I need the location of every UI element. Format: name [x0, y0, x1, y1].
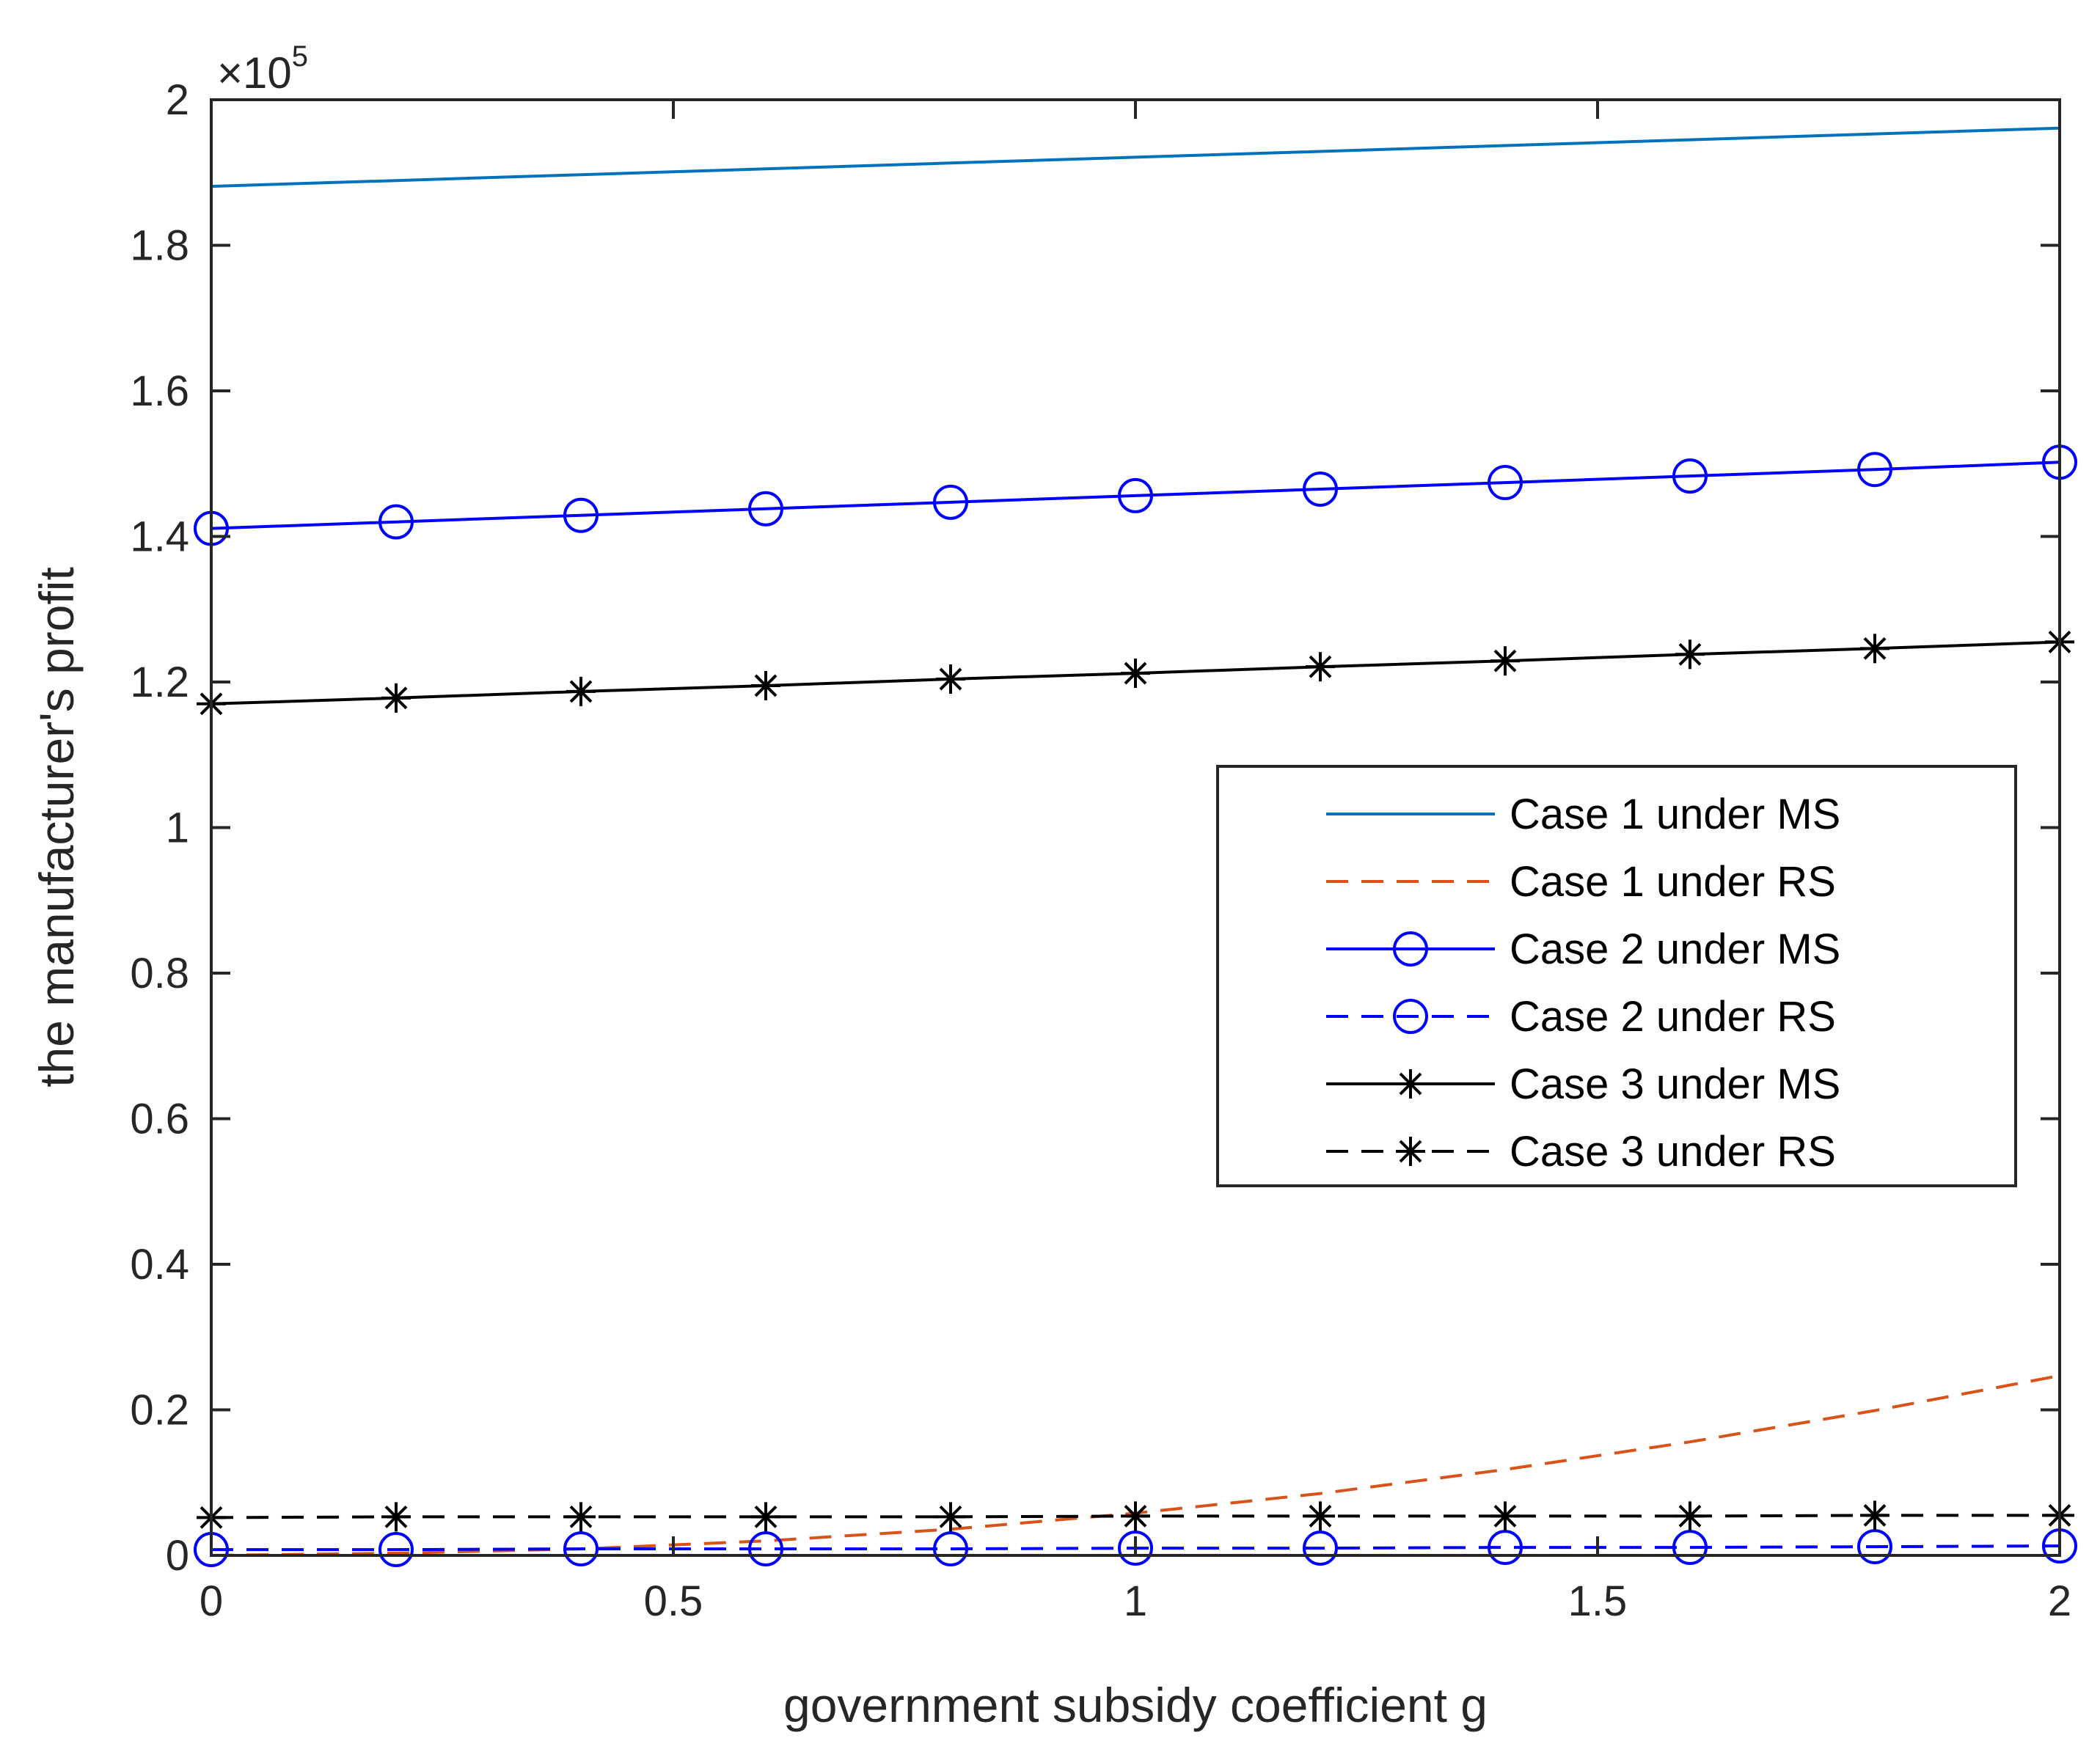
data-point — [1860, 1500, 1889, 1530]
legend-item: Case 3 under MS — [1326, 1060, 1840, 1108]
data-point — [381, 1502, 411, 1532]
x-tick-label: 2 — [2048, 1577, 2071, 1625]
y-tick-label: 1.8 — [130, 222, 189, 270]
data-point — [1488, 465, 1523, 501]
data-point — [1118, 1530, 1153, 1566]
data-point — [751, 1502, 780, 1532]
x-tick-label: 0 — [200, 1577, 223, 1625]
y-axis-multiplier: ×105 — [217, 40, 308, 98]
y-tick-label: 1.6 — [130, 367, 189, 415]
data-point — [748, 1531, 783, 1567]
data-point — [1490, 646, 1520, 676]
data-point — [563, 497, 599, 533]
data-point — [1490, 1501, 1520, 1531]
x-tick-label: 1.5 — [1568, 1577, 1628, 1625]
series-line — [211, 126, 2060, 188]
data-point — [1306, 652, 1335, 682]
series-6 — [197, 1500, 2074, 1533]
y-tick-label: 1.2 — [130, 659, 189, 706]
legend-marker — [1393, 999, 1428, 1034]
series-line — [211, 461, 2060, 530]
legend-item: Case 1 under MS — [1326, 791, 1840, 838]
legend-label: Case 2 under RS — [1510, 993, 1836, 1041]
data-point — [933, 1531, 968, 1567]
data-point — [378, 504, 414, 540]
y-axis-label: the manufacturer's profit — [29, 567, 84, 1088]
y-tick-label: 0.4 — [130, 1241, 189, 1288]
y-multiplier-base: ×10 — [217, 48, 292, 98]
data-point — [1675, 1501, 1705, 1531]
series-5 — [197, 627, 2074, 719]
legend-item: Case 2 under MS — [1326, 925, 1840, 973]
data-point — [1303, 1530, 1338, 1566]
data-point — [1306, 1501, 1335, 1531]
legend-item: Case 2 under RS — [1326, 993, 1836, 1041]
y-tick-label: 0.6 — [130, 1096, 189, 1143]
y-tick-label: 0 — [166, 1532, 189, 1580]
data-point — [378, 1532, 414, 1568]
data-point — [381, 683, 411, 713]
legend-box — [1216, 765, 2017, 1187]
legend-label: Case 3 under RS — [1510, 1128, 1836, 1176]
legend: Case 1 under MS Case 1 under RS Case 2 und… — [1216, 765, 2017, 1187]
data-point — [748, 491, 783, 527]
y-tick-label: 1 — [166, 804, 189, 852]
data-point — [933, 484, 968, 520]
axes-layer: 0 0.5 1 1.5 2 0 0.2 0.4 0.6 0.8 1 1.2 1.4 1.6 1.8 2 — [130, 76, 2071, 1625]
y-tick-label: 0.8 — [130, 950, 189, 997]
data-point — [1121, 659, 1150, 689]
data-point — [566, 676, 596, 706]
legend-label: Case 1 under RS — [1510, 858, 1836, 906]
data-point — [1860, 634, 1889, 664]
data-point — [1857, 452, 1892, 488]
legend-label: Case 1 under MS — [1510, 791, 1840, 838]
data-point — [1303, 471, 1338, 507]
data-point — [936, 664, 965, 694]
x-tick-label: 0.5 — [644, 1577, 703, 1625]
legend-marker — [1396, 1137, 1425, 1166]
data-point — [563, 1531, 599, 1567]
data-point — [1857, 1529, 1892, 1565]
legend-item: Case 1 under RS — [1326, 858, 1836, 906]
y-tick-label: 0.2 — [130, 1387, 189, 1434]
legend-item: Case 3 under RS — [1326, 1128, 1836, 1176]
y-multiplier-exponent: 5 — [292, 40, 308, 73]
legend-label: Case 3 under MS — [1510, 1060, 1840, 1108]
data-point — [1675, 639, 1705, 670]
x-axis-label: government subsidy coefficient g — [783, 1678, 1488, 1732]
legend-marker — [1396, 1069, 1425, 1099]
data-point — [1672, 1530, 1708, 1566]
legend-label: Case 2 under MS — [1510, 925, 1840, 973]
legend-marker — [1393, 931, 1428, 967]
data-point — [566, 1502, 596, 1532]
series-1 — [211, 126, 2060, 188]
data-point — [1488, 1530, 1523, 1566]
data-point — [1672, 458, 1708, 494]
data-point — [936, 1502, 965, 1532]
data-point — [1121, 1501, 1150, 1531]
data-point — [751, 670, 780, 700]
y-tick-label: 2 — [166, 76, 189, 124]
y-tick-label: 1.4 — [130, 513, 189, 561]
data-point — [1118, 477, 1153, 513]
x-tick-label: 1 — [1124, 1577, 1147, 1625]
